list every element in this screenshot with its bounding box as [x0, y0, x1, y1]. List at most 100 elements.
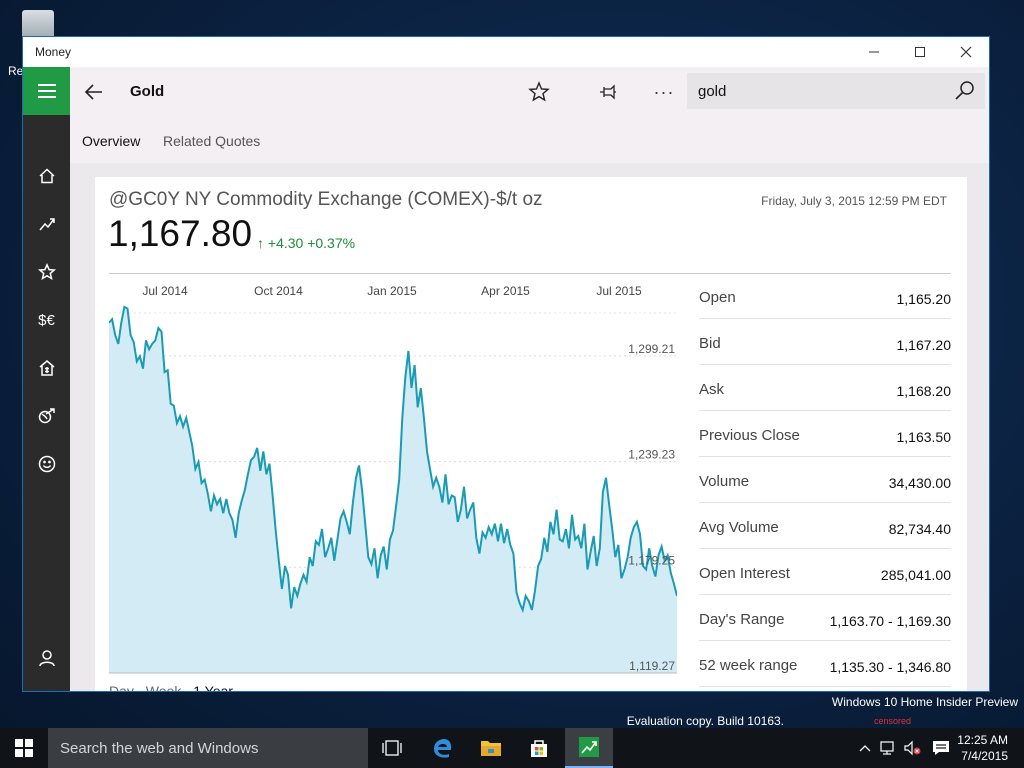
nav-markets[interactable]: [23, 204, 70, 244]
recycle-bin-label: Re: [8, 64, 24, 78]
os-watermark-edition: Windows 10 Home Insider Preview: [831, 695, 1018, 709]
markets-icon: [38, 218, 55, 231]
network-icon: [880, 741, 894, 755]
folder-icon: [481, 741, 501, 756]
taskbar-search-placeholder: Search the web and Windows: [60, 740, 259, 757]
nav-watchlist[interactable]: [23, 252, 70, 292]
volume-button[interactable]: [902, 728, 922, 768]
stat-value: 1,165.20: [896, 291, 952, 307]
task-view-button[interactable]: [368, 728, 416, 768]
nav-home[interactable]: [23, 156, 70, 196]
y-tick-label: 1,179.25: [628, 553, 675, 567]
action-center-button[interactable]: [932, 728, 950, 768]
x-tick-label: Jan 2015: [367, 284, 417, 298]
quote-card: @GC0Y NY Commodity Exchange (COMEX)-$/t …: [95, 177, 967, 692]
x-tick-label: Oct 2014: [254, 284, 303, 298]
task-view-icon: [382, 740, 402, 756]
minimize-button[interactable]: [851, 37, 897, 67]
hamburger-icon: [37, 90, 56, 92]
currency-label: $€: [38, 311, 55, 329]
price-line: [109, 305, 677, 614]
stat-row-52-week-range: 52 week range 1,135.30 - 1,346.80: [699, 641, 951, 687]
stat-label: 52 week range: [699, 657, 798, 674]
notifications-icon: [933, 741, 949, 755]
x-tick-label: Apr 2015: [481, 284, 530, 298]
maximize-icon: [915, 47, 925, 57]
close-button[interactable]: [943, 37, 989, 67]
taskbar-clock[interactable]: 12:25 AM 7/4/2015: [957, 732, 1008, 764]
stat-label: Avg Volume: [699, 519, 779, 536]
windows-logo-icon: [15, 739, 33, 757]
pin-to-start-button[interactable]: [594, 79, 620, 105]
price-change: ↑ +4.30 +0.37%: [257, 235, 356, 251]
stat-value: 1,135.30 - 1,346.80: [829, 659, 951, 675]
tab-related-quotes[interactable]: Related Quotes: [163, 133, 261, 149]
more-options-button[interactable]: ···: [653, 81, 675, 102]
instrument-name: @GC0Y NY Commodity Exchange (COMEX)-$/t …: [109, 189, 543, 210]
stat-row-volume: Volume 34,430.00: [699, 457, 951, 503]
nav-mortgage[interactable]: [23, 348, 70, 388]
stat-label: Open Interest: [699, 565, 790, 582]
money-taskbar-button[interactable]: [565, 728, 613, 768]
censored-label: censored: [874, 716, 912, 726]
y-tick-label: 1,239.23: [628, 448, 675, 462]
nav-world-markets[interactable]: [23, 396, 70, 436]
stat-row-ask: Ask 1,168.20: [699, 365, 951, 411]
stat-label: Open: [699, 289, 736, 306]
start-button[interactable]: [0, 728, 48, 768]
os-watermark-build: Evaluation copy. Build 10163.: [626, 714, 784, 728]
range-week-button[interactable]: Week: [145, 683, 182, 692]
header-divider: [109, 273, 951, 274]
quote-timestamp: Friday, July 3, 2015 12:59 PM EDT: [761, 194, 947, 208]
stat-label: Volume: [699, 473, 750, 490]
last-price: 1,167.80: [108, 213, 253, 254]
nav-currency[interactable]: $€: [23, 300, 70, 340]
price-chart[interactable]: 1,299.21 1,239.23 1,179.25 1,119.27 Jul 2014…: [109, 273, 677, 683]
time-range-selector: Day Week 1 Year: [109, 683, 241, 692]
store-taskbar-button[interactable]: [515, 728, 563, 768]
page-title: Gold: [130, 83, 165, 100]
money-app-icon: [579, 737, 599, 757]
y-tick-label: 1,299.21: [628, 342, 675, 356]
nav-settings[interactable]: [23, 686, 70, 691]
search-icon: [955, 81, 974, 100]
price-chart-svg: 1,299.21 1,239.23 1,179.25 1,119.27 Jul 2014…: [109, 284, 677, 674]
network-button[interactable]: [879, 728, 899, 768]
content-area: @GC0Y NY Commodity Exchange (COMEX)-$/t …: [70, 163, 989, 691]
title-bar[interactable]: Money: [23, 37, 989, 67]
maximize-button[interactable]: [897, 37, 943, 67]
stat-row-avg-volume: Avg Volume 82,734.40: [699, 503, 951, 549]
stat-label: Ask: [699, 381, 725, 398]
home-icon: [38, 168, 55, 184]
pin-icon: [600, 84, 616, 100]
taskbar: Search the web and Windows 12:25 AM 7/4/…: [0, 728, 1024, 768]
range-day-button[interactable]: Day: [109, 683, 134, 692]
stat-label: Previous Close: [699, 427, 800, 444]
search-box[interactable]: gold: [687, 73, 985, 109]
stat-value: 82,734.40: [888, 521, 951, 537]
stat-row-open: Open 1,165.20: [699, 273, 951, 319]
file-explorer-taskbar-button[interactable]: [467, 728, 515, 768]
app-header: Gold ··· gold: [70, 67, 989, 117]
add-to-watchlist-button[interactable]: [526, 79, 552, 105]
hamburger-menu-button[interactable]: [23, 67, 70, 115]
stat-value: 1,163.70 - 1,169.30: [829, 613, 951, 629]
watchlist-star-icon: [37, 263, 56, 281]
nav-account[interactable]: [23, 638, 70, 678]
edge-taskbar-button[interactable]: [418, 728, 466, 768]
volume-muted-icon: [904, 740, 921, 756]
search-button[interactable]: [953, 79, 977, 103]
tab-overview[interactable]: Overview: [82, 133, 141, 149]
back-arrow-icon: [84, 84, 102, 100]
back-button[interactable]: [82, 80, 106, 104]
navigation-rail: $€: [23, 67, 70, 691]
stat-value: 1,167.20: [896, 337, 952, 353]
show-hidden-icons-button[interactable]: [856, 728, 874, 768]
range-1-year-button[interactable]: 1 Year: [193, 683, 233, 692]
taskbar-search-box[interactable]: Search the web and Windows: [48, 728, 368, 768]
nav-feedback[interactable]: [23, 444, 70, 484]
tab-bar: Overview Related Quotes: [70, 117, 989, 163]
stat-label: Day's Range: [699, 611, 785, 628]
minimize-icon: [869, 51, 879, 53]
search-input[interactable]: gold: [698, 83, 727, 100]
